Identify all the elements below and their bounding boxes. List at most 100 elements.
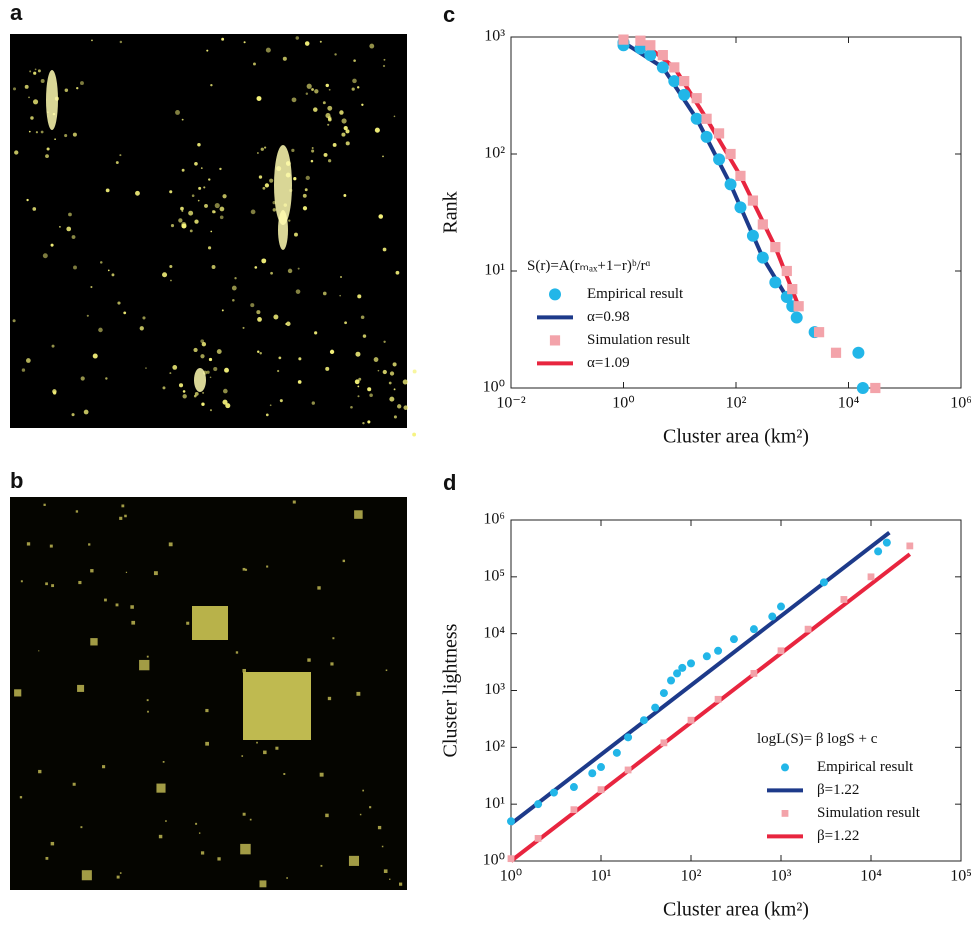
light-spot (68, 212, 72, 217)
data-point (618, 34, 629, 45)
light-spot (275, 746, 279, 750)
light-spot (388, 381, 392, 385)
light-spot (232, 298, 235, 302)
data-point (635, 35, 646, 46)
light-spot (298, 357, 302, 361)
light-spot (269, 178, 274, 183)
light-spot (374, 127, 380, 133)
simulation-image (10, 497, 407, 890)
light-spot (314, 331, 318, 335)
data-point (673, 669, 682, 678)
data-point (624, 766, 632, 774)
light-spot (314, 89, 319, 94)
legend-label: β=1.22 (817, 782, 859, 798)
light-spot (21, 368, 26, 372)
light-spot (221, 309, 224, 312)
fit-line (639, 39, 801, 307)
data-point (714, 695, 722, 703)
light-spot (213, 366, 218, 372)
light-spot (14, 150, 19, 155)
light-spot (325, 83, 329, 88)
light-spot (242, 326, 245, 329)
light-spot (88, 543, 91, 546)
light-spot (26, 198, 29, 202)
light-spot (258, 175, 263, 179)
light-spot (34, 68, 37, 71)
light-spot (310, 159, 314, 163)
light-spot (66, 226, 72, 232)
light-spot (257, 152, 259, 154)
x-tick-label: 10⁴ (860, 868, 882, 885)
light-spot (219, 167, 222, 171)
light-spot (182, 390, 186, 393)
light-spot (382, 369, 387, 375)
light-spot (304, 188, 308, 192)
panel-label: a (10, 0, 23, 25)
light-spot (286, 321, 291, 327)
light-spot (297, 380, 302, 384)
light-spot (210, 83, 213, 87)
light-spot (72, 782, 76, 786)
light-spot (92, 353, 98, 359)
plot-frame (510, 36, 962, 389)
light-spot (175, 110, 180, 115)
light-spot (216, 349, 222, 354)
light-spot (119, 872, 122, 874)
data-point (713, 128, 725, 139)
light-spot (158, 834, 163, 839)
light-spot (29, 70, 32, 73)
data-point (734, 201, 747, 214)
light-spot (43, 503, 46, 506)
data-point (660, 739, 668, 747)
light-spot (234, 277, 237, 280)
legend-label: Simulation result (817, 805, 921, 821)
light-spot (105, 377, 108, 380)
light-spot (325, 112, 331, 119)
light-spot (351, 87, 355, 91)
light-spot (178, 218, 183, 223)
light-spot (393, 115, 396, 118)
light-spot (145, 367, 147, 369)
light-spot (382, 247, 387, 252)
x-tick-label: 10⁵ (950, 868, 971, 885)
light-spot (328, 159, 332, 163)
y-tick-label: 10⁰ (483, 379, 505, 396)
legend-title: S(r)=A(rₘₐₓ+1−r)ᵇ/rᵅ (527, 258, 651, 274)
light-spot (54, 138, 56, 141)
data-point (597, 786, 605, 794)
data-point (534, 800, 543, 809)
light-spot (202, 391, 205, 394)
light-spot (412, 432, 417, 437)
light-spot (64, 134, 68, 138)
light-spot (119, 516, 123, 520)
legend-marker (549, 288, 561, 301)
y-tick-label: 10⁴ (483, 624, 505, 641)
data-point (757, 219, 768, 230)
light-spot (98, 327, 103, 333)
x-tick-label: 10³ (771, 868, 792, 885)
light-spot (334, 53, 337, 56)
light-spot (221, 37, 225, 41)
data-point (702, 652, 711, 661)
light-spot (26, 542, 31, 546)
light-spot (24, 84, 29, 89)
light-spot (293, 177, 297, 181)
light-spot (83, 409, 89, 415)
light-spot (189, 229, 193, 233)
light-spot (342, 559, 346, 563)
light-spot (81, 870, 92, 881)
light-spot (170, 279, 172, 282)
data-point (750, 669, 758, 677)
light-spot (231, 285, 237, 291)
light-spot (162, 386, 166, 390)
light-spot (162, 272, 168, 278)
light-spot (40, 79, 45, 83)
light-spot (360, 315, 365, 320)
light-spot (362, 334, 367, 338)
data-point (645, 40, 656, 51)
light-spot (242, 812, 246, 816)
data-point (781, 265, 792, 277)
light-spot (259, 880, 267, 888)
light-spot (383, 340, 386, 343)
data-point (852, 346, 865, 359)
